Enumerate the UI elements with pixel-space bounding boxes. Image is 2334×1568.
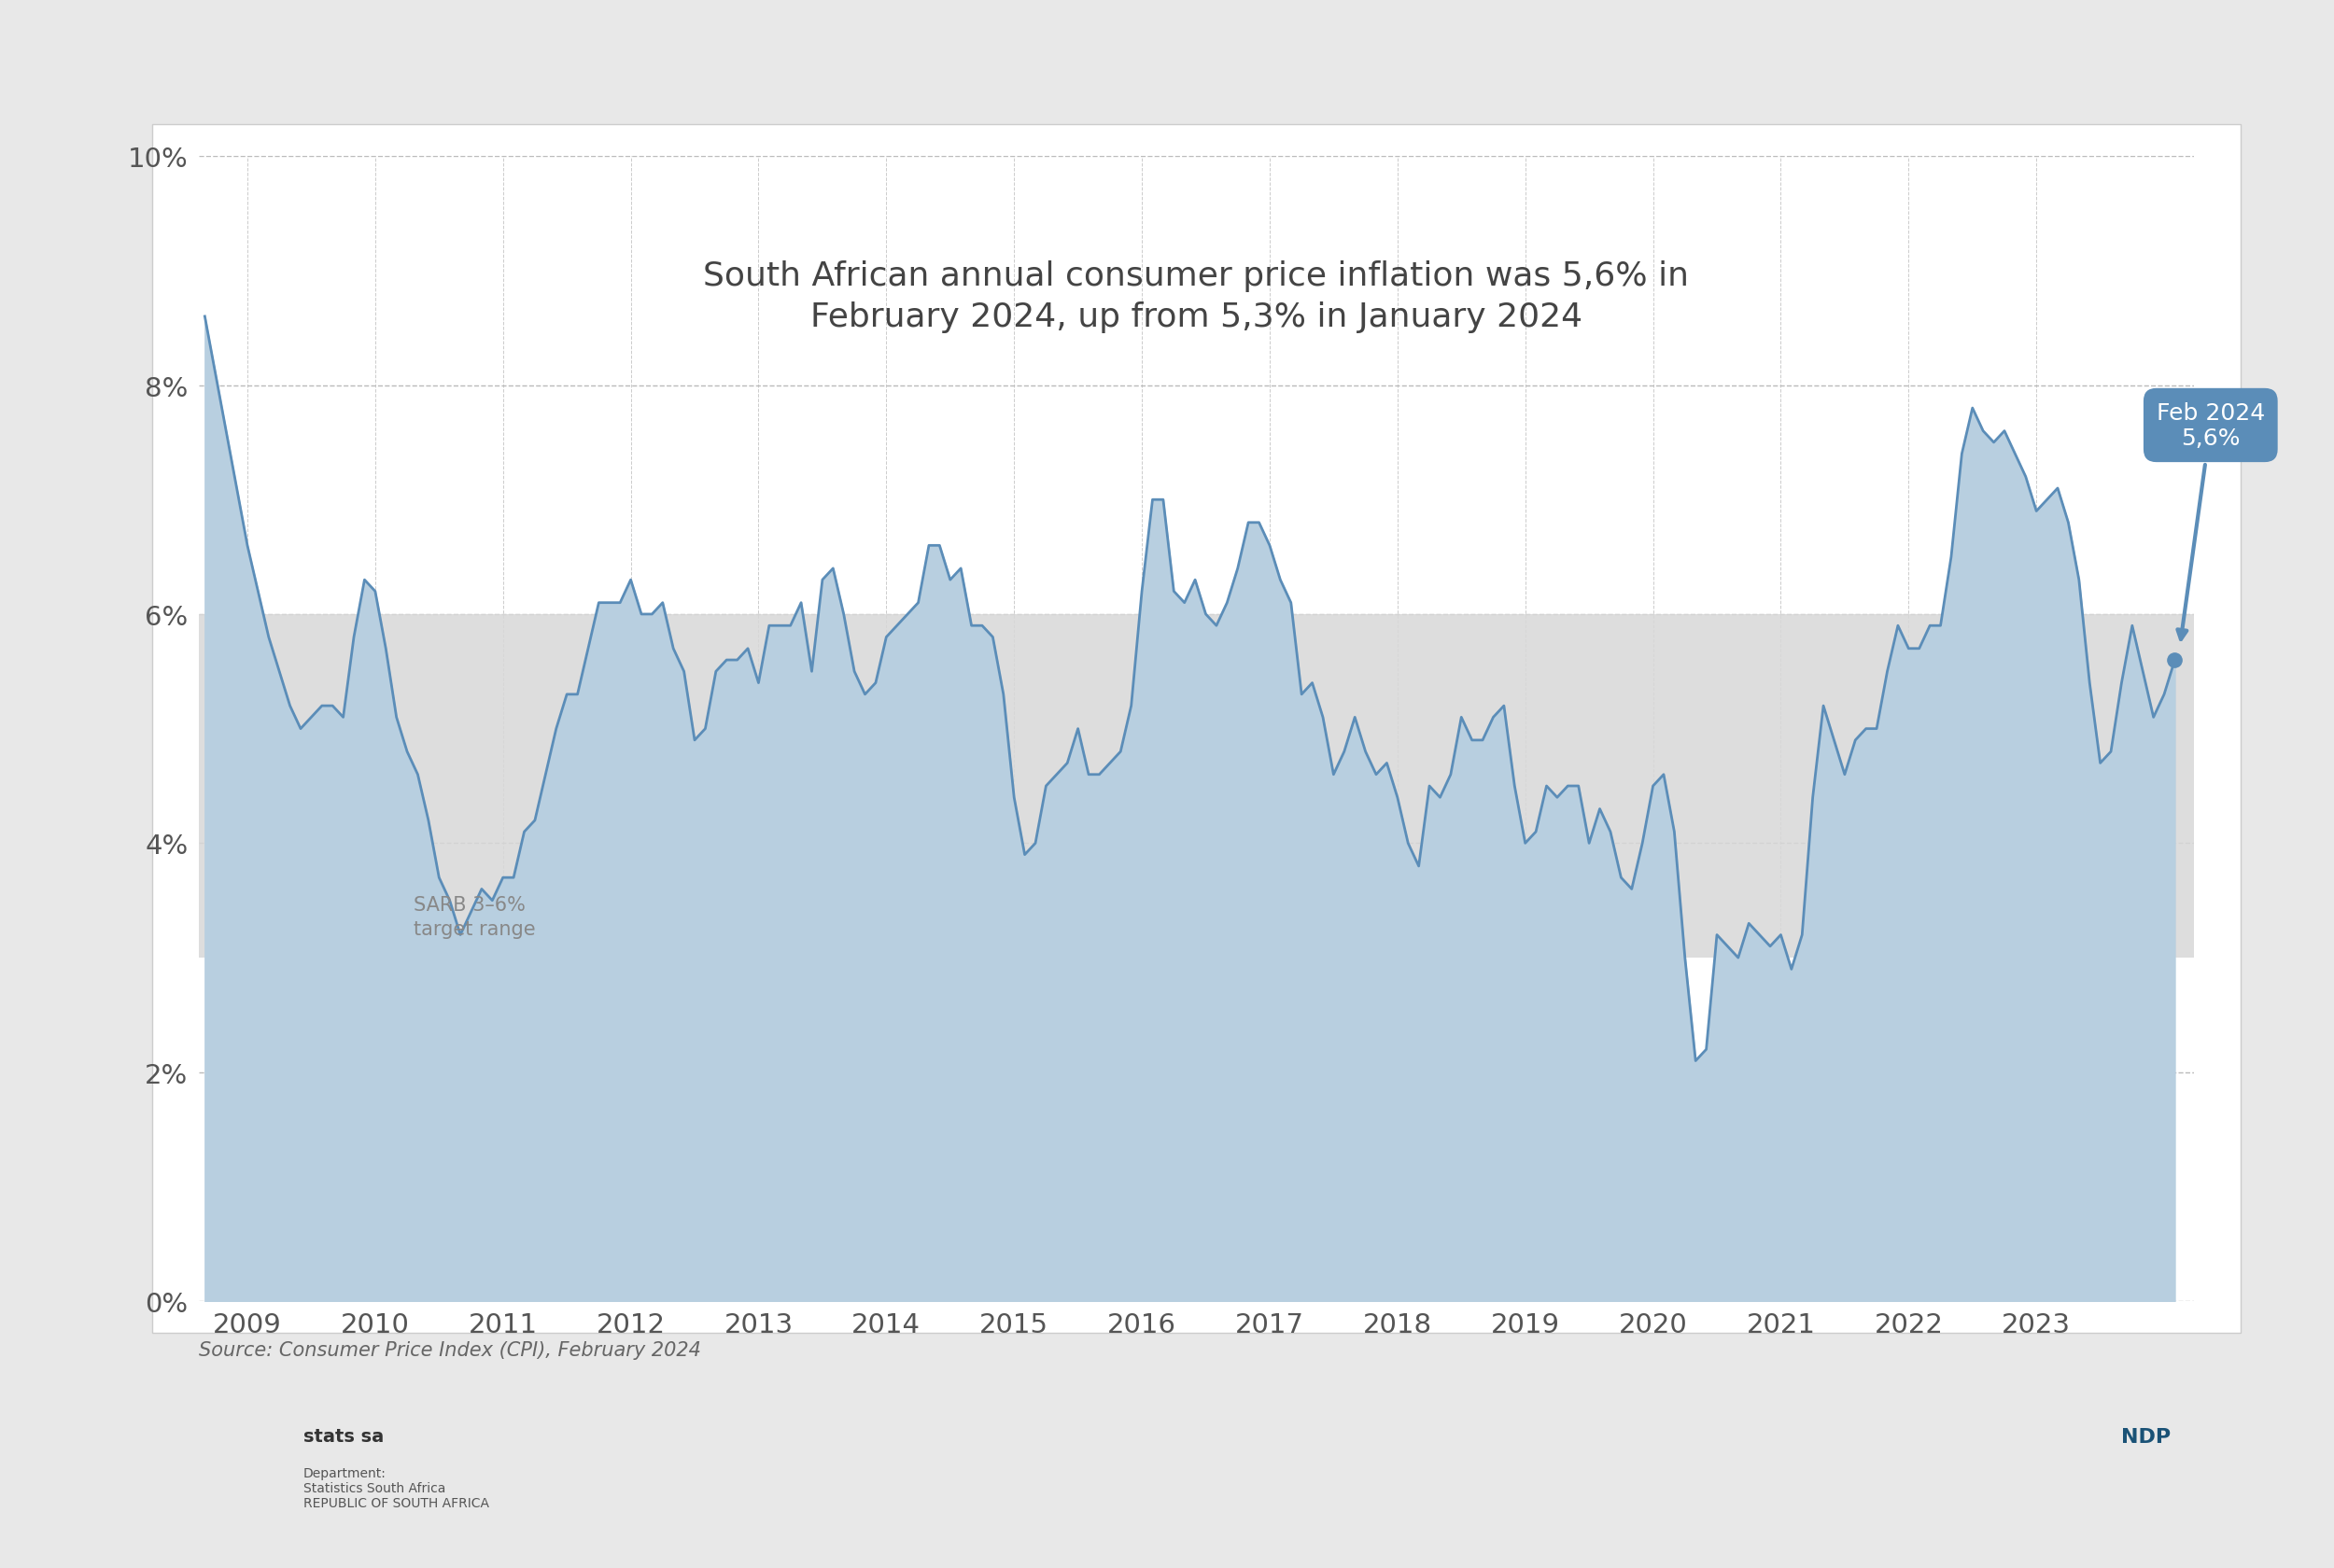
Text: Department:
Statistics South Africa
REPUBLIC OF SOUTH AFRICA: Department: Statistics South Africa REPU… (303, 1466, 490, 1510)
Text: Source: Consumer Price Index (CPI), February 2024: Source: Consumer Price Index (CPI), Febr… (198, 1341, 700, 1359)
Text: Feb 2024
5,6%: Feb 2024 5,6% (2157, 401, 2264, 640)
Text: South African annual consumer price inflation was 5,6% in
February 2024, up from: South African annual consumer price infl… (703, 260, 1690, 334)
Text: NDP: NDP (2122, 1427, 2171, 1446)
Text: stats sa: stats sa (303, 1427, 383, 1444)
Bar (198, 615, 2194, 958)
Text: SARB 3–6%
target range: SARB 3–6% target range (413, 895, 534, 938)
